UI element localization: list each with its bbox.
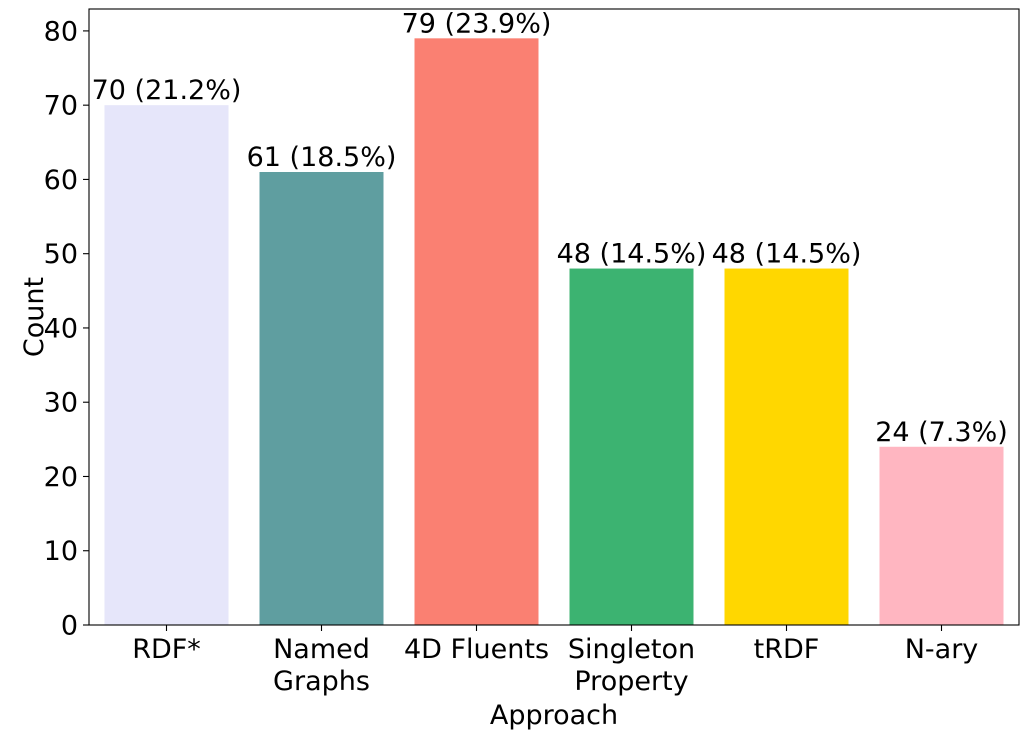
bar	[724, 268, 849, 625]
plot-frame	[88, 8, 1020, 626]
data-label: 61 (18.5%)	[247, 142, 397, 173]
x-axis: RDF* Named Graphs 4D Fluents Singleton Proper…	[132, 625, 978, 697]
y-tick-label: 50	[44, 239, 78, 270]
y-tick-label: 80	[44, 16, 78, 47]
data-labels-group: 70 (21.2%) 61 (18.5%) 79 (23.9%) 48 (14.5%)…	[92, 8, 1008, 447]
y-tick-label: 40	[44, 313, 78, 344]
bar	[259, 172, 384, 626]
x-tick-label: 4D Fluents	[404, 634, 549, 665]
y-tick-label: 30	[44, 388, 78, 419]
x-tick-label: Named Graphs	[273, 634, 370, 697]
data-label: 79 (23.9%)	[402, 8, 552, 39]
y-tick-label: 70	[44, 91, 78, 122]
y-axis: 0 10 20 30 40 50 60 70 80	[44, 16, 89, 642]
x-tick-label: tRDF	[754, 634, 820, 665]
data-label: 48 (14.5%)	[712, 239, 862, 270]
y-tick-label: 60	[44, 165, 78, 196]
y-tick-label: 0	[61, 611, 78, 642]
x-tick-label: Singleton Property	[568, 634, 695, 697]
bars-group	[104, 38, 1004, 626]
data-label: 70 (21.2%)	[92, 75, 242, 106]
x-tick-label: RDF*	[132, 634, 201, 665]
y-axis-label: Count	[19, 277, 50, 357]
data-label: 24 (7.3%)	[875, 417, 1008, 448]
x-axis-label: Approach	[490, 700, 618, 731]
y-tick-label: 10	[44, 536, 78, 567]
bar	[104, 105, 229, 626]
bar	[569, 268, 694, 625]
x-tick-label: N-ary	[905, 634, 979, 665]
y-tick-label: 20	[44, 462, 78, 493]
bar	[414, 38, 539, 626]
bar	[879, 446, 1004, 625]
data-label: 48 (14.5%)	[557, 239, 707, 270]
